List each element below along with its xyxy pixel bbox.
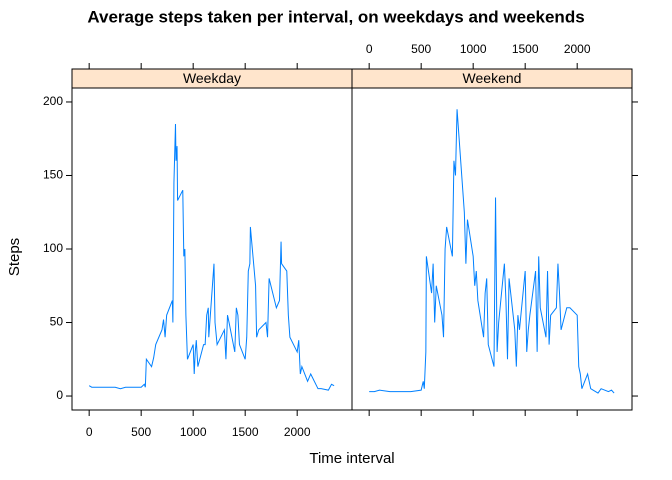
x-tick-label: 1500 — [512, 42, 539, 56]
y-axis-label: Steps — [6, 238, 23, 276]
y-tick-label: 50 — [50, 315, 64, 329]
chart-title: Average steps taken per interval, on wee… — [87, 7, 584, 26]
panel — [71, 87, 353, 411]
x-tick-label: 500 — [411, 42, 431, 56]
y-tick-label: 200 — [43, 94, 63, 108]
y-tick-label: 100 — [43, 241, 63, 255]
x-tick-label: 1500 — [232, 425, 259, 439]
y-tick-label: 0 — [56, 388, 63, 402]
y-tick-label: 150 — [43, 168, 63, 182]
x-tick-label: 2000 — [284, 425, 311, 439]
strip-label: Weekend — [463, 70, 522, 86]
x-tick-label: 0 — [366, 42, 373, 56]
line — [88, 124, 335, 391]
x-tick-label: 500 — [131, 425, 151, 439]
strip-label: Weekday — [183, 70, 241, 86]
x-tick-label: 2000 — [564, 42, 591, 56]
line — [369, 109, 615, 394]
x-axis-label: Time interval — [309, 450, 394, 467]
x-tick-label: 0 — [86, 425, 93, 439]
panel — [351, 87, 633, 411]
x-tick-label: 1000 — [460, 42, 487, 56]
x-tick-label: 1000 — [180, 425, 207, 439]
